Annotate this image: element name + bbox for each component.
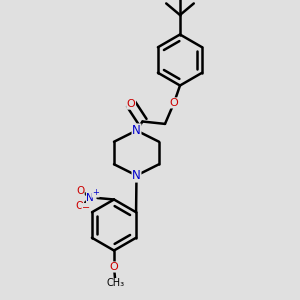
Text: −: − [82, 203, 90, 214]
Text: N: N [86, 193, 94, 203]
Text: N: N [132, 169, 141, 182]
Text: N: N [132, 124, 141, 137]
Text: O: O [127, 99, 136, 109]
Text: O: O [169, 98, 178, 108]
Text: O: O [75, 201, 84, 212]
Text: +: + [92, 188, 99, 197]
Text: CH₃: CH₃ [106, 278, 124, 289]
Text: O: O [76, 186, 84, 197]
Text: O: O [110, 262, 118, 272]
